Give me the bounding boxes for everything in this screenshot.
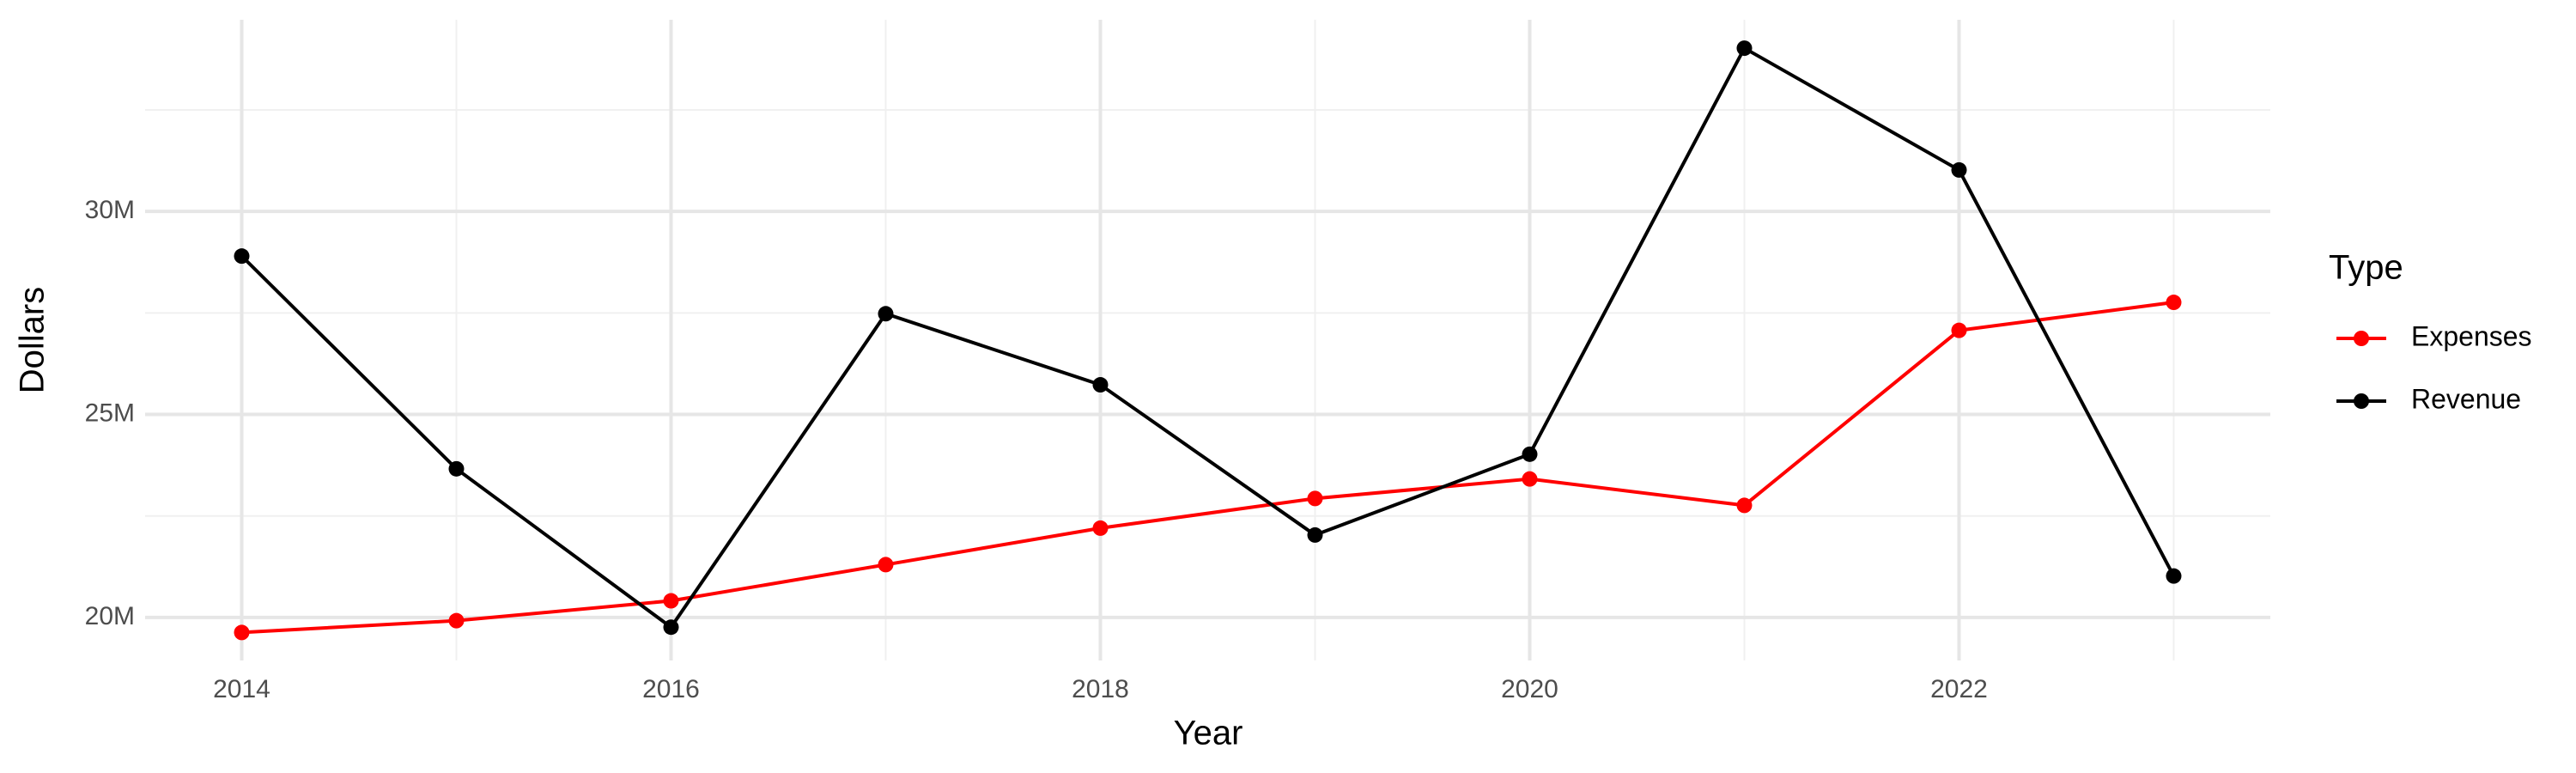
x-tick-label: 2022 [1930, 675, 1988, 703]
x-tick-label: 2018 [1072, 675, 1129, 703]
y-tick-label: 30M [85, 196, 135, 224]
series-line [240, 46, 2176, 630]
legend-label: Revenue [2411, 383, 2521, 414]
y-tick-label: 20M [85, 602, 135, 630]
legend-title: Type [2329, 249, 2403, 287]
y-tick-label: 25M [85, 399, 135, 427]
data-point [663, 593, 679, 609]
data-point [1951, 161, 1967, 178]
x-axis-title: Year [1174, 715, 1243, 752]
data-point [1092, 520, 1109, 536]
data-point [2166, 295, 2182, 311]
legend-label: Expenses [2411, 320, 2532, 351]
data-point [1307, 490, 1323, 507]
data-point [1951, 322, 1967, 338]
data-point [2166, 568, 2182, 584]
x-tick-label: 2020 [1501, 675, 1558, 703]
data-point [448, 460, 465, 477]
data-point [878, 557, 894, 573]
x-tick-label: 2014 [213, 675, 270, 703]
legend-marker [2354, 331, 2369, 346]
legend-marker [2354, 393, 2369, 409]
data-point [1522, 446, 1538, 462]
y-axis-title: Dollars [14, 287, 52, 393]
data-point [1092, 377, 1109, 393]
data-point [1307, 526, 1323, 543]
data-point [663, 619, 679, 636]
data-point [234, 248, 250, 265]
data-point [234, 624, 250, 641]
data-point [448, 612, 465, 629]
data-point [1736, 40, 1753, 57]
data-point [1736, 497, 1753, 514]
series-line [241, 301, 2174, 635]
data-point [878, 306, 894, 322]
data-point [1522, 471, 1538, 487]
x-tick-label: 2016 [642, 675, 700, 703]
